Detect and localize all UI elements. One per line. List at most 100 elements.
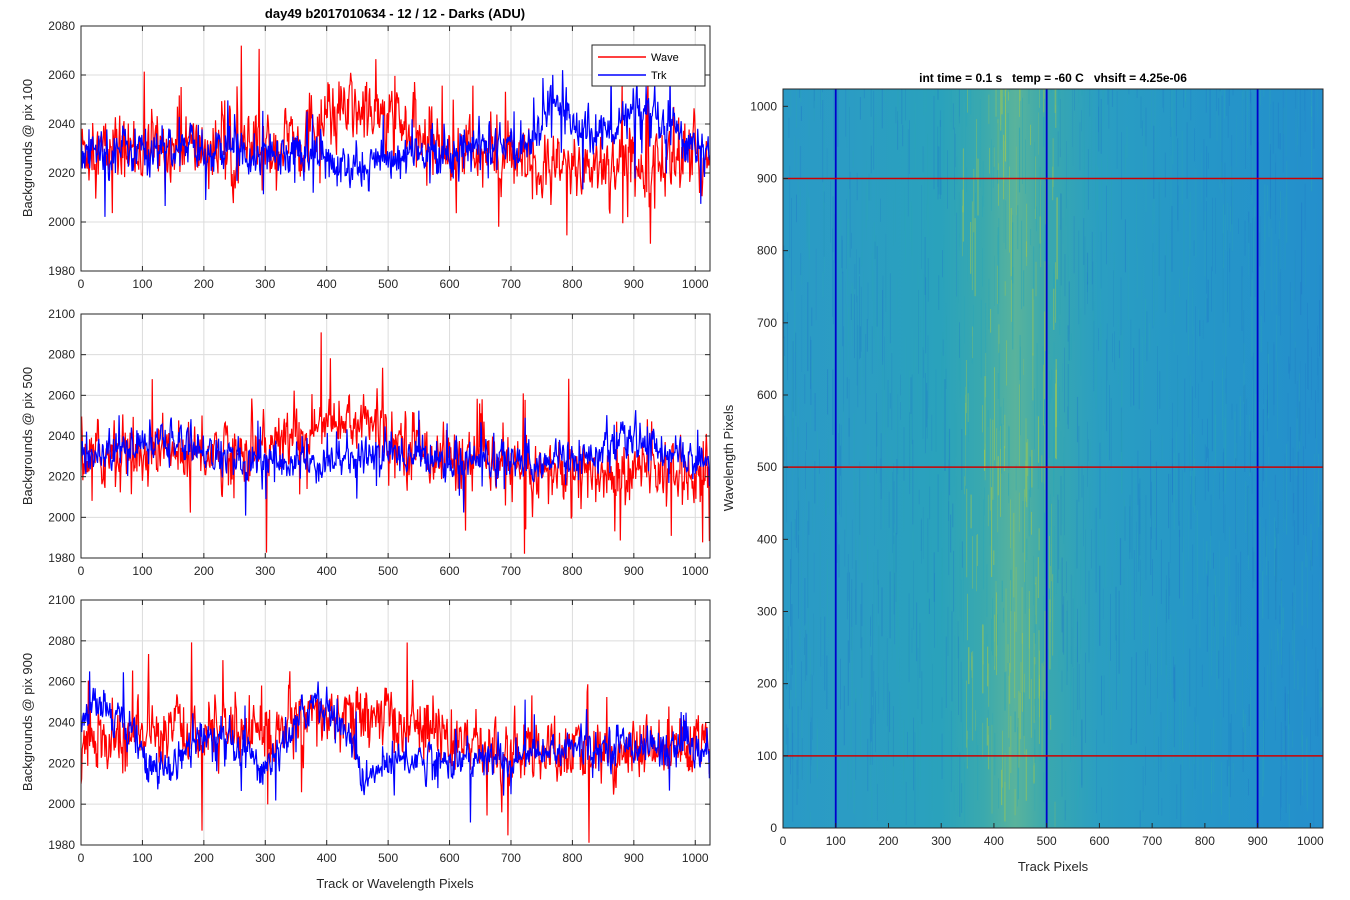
x-tick-label: 900 <box>624 277 644 291</box>
heatmap-x-tick-label: 200 <box>878 834 898 848</box>
heatmap-y-tick-label: 600 <box>757 388 777 402</box>
y-tick-label: 2080 <box>48 634 75 648</box>
panel-pix-100: 0 100 200 300 400 500 600 700 800 900 1000 1980 2000… <box>20 6 711 291</box>
heatmap-panel: 0 100 200 300 400 500 600 700 800 900 1000 0 100 200 3… <box>721 71 1324 874</box>
x-tick-label: 0 <box>78 851 85 865</box>
series-line-trk <box>81 410 710 516</box>
legend: Wave Trk <box>591 44 706 87</box>
ticks-1: 0 100 200 300 400 500 600 700 800 900 1000 1980 2000… <box>48 19 710 291</box>
x-tick-label: 1000 <box>682 851 709 865</box>
x-tick-label: 300 <box>255 851 275 865</box>
y-tick-label: 2020 <box>48 166 75 180</box>
y-tick-label: 2100 <box>48 593 75 607</box>
x-tick-label: 700 <box>501 851 521 865</box>
y-tick-label: 2000 <box>48 215 75 229</box>
legend-label-trk: Trk <box>651 70 667 82</box>
y-tick-label: 2000 <box>48 797 75 811</box>
x-tick-label: 100 <box>132 277 152 291</box>
heatmap-x-tick-label: 900 <box>1248 834 1268 848</box>
series-line-wave <box>81 45 710 244</box>
y-tick-label: 1980 <box>48 838 75 852</box>
x-tick-label: 700 <box>501 564 521 578</box>
x-tick-label: 400 <box>317 277 337 291</box>
series-lines-1 <box>81 45 710 244</box>
heatmap-guides <box>783 89 1323 828</box>
series-lines-3 <box>81 642 710 843</box>
panel-pix-500: 0 100 200 300 400 500 600 700 800 900 1000 1980 2000… <box>20 307 711 578</box>
heatmap-y-tick-label: 900 <box>757 171 777 185</box>
legend-box <box>591 44 706 87</box>
x-tick-label: 900 <box>624 564 644 578</box>
y-tick-label: 2000 <box>48 510 75 524</box>
x-tick-label: 500 <box>378 564 398 578</box>
heatmap-y-tick-label: 800 <box>757 244 777 258</box>
x-tick-label: 0 <box>78 564 85 578</box>
grid-3 <box>81 600 710 845</box>
heatmap-background <box>783 89 1323 828</box>
legend-label-wave: Wave <box>651 52 679 64</box>
heatmap-axes-box <box>782 88 1324 829</box>
heatmap-y-tick-label: 100 <box>757 749 777 763</box>
ticks-2: 0 100 200 300 400 500 600 700 800 900 1000 1980 2000… <box>48 307 710 578</box>
figure-title: day49 b2017010634 - 12 / 12 - Darks (ADU… <box>265 6 525 21</box>
y-tick-label: 2040 <box>48 716 75 730</box>
y-tick-label: 2080 <box>48 348 75 362</box>
heatmap-y-tick-label: 0 <box>770 821 777 835</box>
x-tick-label: 600 <box>440 564 460 578</box>
heatmap-y-tick-label: 400 <box>757 532 777 546</box>
x-tick-label: 900 <box>624 851 644 865</box>
x-tick-label: 600 <box>440 277 460 291</box>
ticks-3: 0 100 200 300 400 500 600 700 800 900 1000 1980 2000… <box>48 593 710 865</box>
x-tick-label: 300 <box>255 564 275 578</box>
heatmap-title: int time = 0.1 s temp = -60 C vhsift = 4… <box>919 71 1187 85</box>
y-tick-label: 2060 <box>48 388 75 402</box>
y-axis-label-2: Backgrounds @ pix 500 <box>20 367 35 505</box>
heatmap-y-tick-label: 700 <box>757 316 777 330</box>
heatmap-y-tick-label: 1000 <box>750 99 777 113</box>
heatmap-x-tick-label: 0 <box>780 834 787 848</box>
heatmap-x-tick-label: 700 <box>1142 834 1162 848</box>
y-tick-label: 2080 <box>48 19 75 33</box>
x-tick-label: 1000 <box>682 277 709 291</box>
heatmap-x-tick-label: 100 <box>826 834 846 848</box>
x-tick-label: 0 <box>78 277 85 291</box>
axes-box-1 <box>80 25 711 272</box>
x-tick-label: 200 <box>194 564 214 578</box>
x-tick-label: 400 <box>317 851 337 865</box>
x-tick-label: 200 <box>194 277 214 291</box>
y-axis-label-1: Backgrounds @ pix 100 <box>20 79 35 217</box>
x-tick-label: 800 <box>562 851 582 865</box>
y-tick-label: 2060 <box>48 68 75 82</box>
y-tick-label: 1980 <box>48 264 75 278</box>
x-tick-label: 600 <box>440 851 460 865</box>
x-tick-label: 400 <box>317 564 337 578</box>
x-tick-label: 1000 <box>682 564 709 578</box>
x-tick-label: 500 <box>378 851 398 865</box>
heatmap-streaks <box>782 89 1324 828</box>
y-tick-label: 2020 <box>48 470 75 484</box>
heatmap-x-axis-label: Track Pixels <box>1018 859 1089 874</box>
heatmap-x-tick-label: 300 <box>931 834 951 848</box>
heatmap-y-tick-label: 500 <box>757 460 777 474</box>
y-tick-label: 2100 <box>48 307 75 321</box>
x-tick-label: 800 <box>562 564 582 578</box>
y-tick-label: 2060 <box>48 675 75 689</box>
heatmap-x-tick-label: 1000 <box>1297 834 1324 848</box>
heatmap-x-tick-label: 500 <box>1037 834 1057 848</box>
x-tick-label: 100 <box>132 851 152 865</box>
x-tick-label: 300 <box>255 277 275 291</box>
x-tick-label: 500 <box>378 277 398 291</box>
x-tick-label: 700 <box>501 277 521 291</box>
y-tick-label: 2020 <box>48 756 75 770</box>
heatmap-y-tick-label: 200 <box>757 677 777 691</box>
series-line-trk <box>81 671 710 823</box>
heatmap-y-tick-label: 300 <box>757 604 777 618</box>
heatmap-x-tick-label: 800 <box>1195 834 1215 848</box>
panel-pix-900: 0 100 200 300 400 500 600 700 800 900 1000 1980 2000… <box>20 593 711 891</box>
y-tick-label: 2040 <box>48 117 75 131</box>
series-lines-2 <box>81 332 710 554</box>
series-line-trk <box>81 66 710 217</box>
y-axis-label-3: Backgrounds @ pix 900 <box>20 653 35 791</box>
x-tick-label: 800 <box>562 277 582 291</box>
